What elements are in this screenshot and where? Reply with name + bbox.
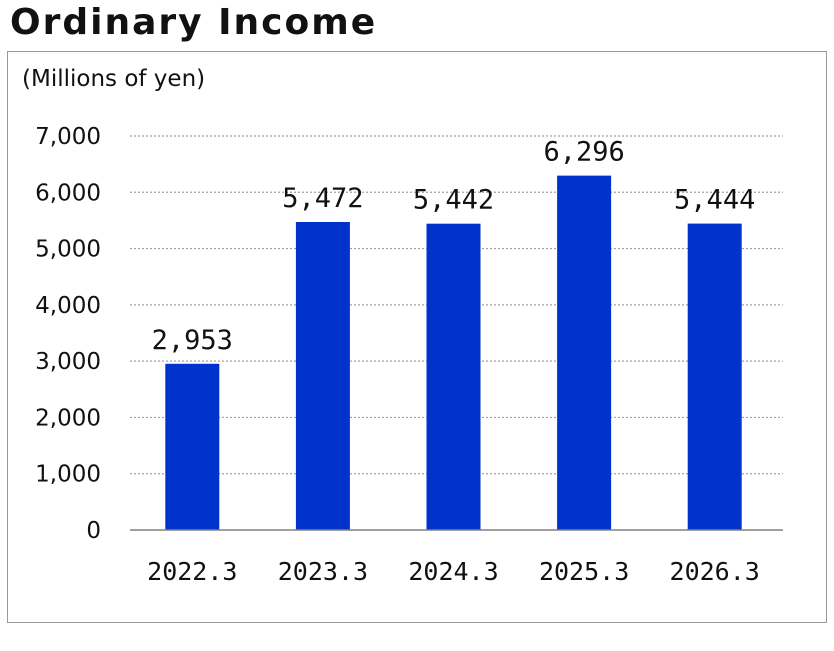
y-tick-label: 3,000 [35, 349, 101, 375]
x-tick-label: 2023.3 [278, 557, 368, 586]
bar [426, 223, 481, 530]
y-tick-label: 1,000 [35, 462, 101, 488]
data-labels: 2,953 5,472 5,442 6,296 5,444 [152, 137, 756, 356]
data-label: 5,444 [674, 185, 755, 216]
chart-title: Ordinary Income [10, 2, 378, 43]
y-tick-label: 0 [86, 518, 101, 544]
bar [557, 175, 612, 531]
chart-frame [7, 51, 827, 623]
bar [687, 223, 742, 530]
y-tick-label: 5,000 [35, 237, 101, 263]
x-tick-label: 2024.3 [408, 557, 498, 586]
bars [165, 175, 742, 531]
x-axis-ticks: 2022.3 2023.3 2024.3 2025.3 2026.3 [147, 557, 760, 586]
bar [295, 222, 350, 530]
data-label: 5,472 [282, 183, 363, 214]
y-tick-label: 6,000 [35, 180, 101, 206]
data-label: 5,442 [413, 185, 494, 216]
y-axis-ticks: 0 1,000 2,000 3,000 4,000 5,000 6,000 7,000 [35, 124, 101, 544]
y-tick-label: 7,000 [35, 124, 101, 150]
gridlines [130, 135, 783, 475]
y-axis-unit-label: (Millions of yen) [22, 66, 206, 92]
data-label: 2,953 [152, 325, 233, 356]
x-tick-label: 2025.3 [539, 557, 629, 586]
bar [165, 363, 220, 530]
x-tick-label: 2026.3 [670, 557, 760, 586]
x-tick-label: 2022.3 [147, 557, 237, 586]
y-tick-label: 2,000 [35, 405, 101, 431]
data-label: 6,296 [543, 137, 624, 168]
y-tick-label: 4,000 [35, 293, 101, 319]
